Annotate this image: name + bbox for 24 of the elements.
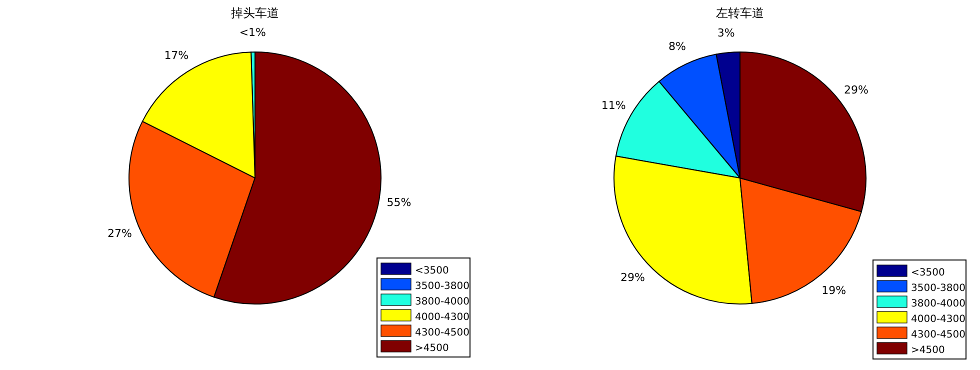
chart-title: 左转车道 (716, 6, 764, 20)
legend-label: >4500 (415, 343, 449, 354)
data-label: 8% (668, 40, 686, 54)
data-label: 29% (844, 84, 868, 97)
legend-label: 3800-4000 (911, 298, 966, 310)
legend-label: 3500-3800 (911, 283, 966, 294)
data-label: 17% (164, 48, 189, 62)
legend-label: >4500 (911, 345, 945, 356)
legend-label: 4300-4500 (415, 328, 470, 338)
legend-label: 3800-4000 (415, 296, 470, 308)
legend-label: 4000-4300 (415, 312, 470, 323)
legend-label: <3500 (911, 268, 945, 278)
legend-label: 3500-3800 (415, 281, 470, 292)
data-label: 29% (620, 271, 645, 284)
data-label: <1% (239, 26, 266, 40)
legend-label: 4000-4300 (911, 314, 966, 325)
data-label: 11% (601, 99, 626, 112)
chart-title: 掉头车道 (231, 6, 279, 20)
data-label: 27% (108, 227, 132, 240)
data-label: 55% (386, 196, 412, 210)
legend-label: <3500 (415, 266, 449, 276)
data-label: 3% (717, 26, 735, 40)
legend-label: 4300-4500 (911, 330, 966, 340)
data-label: 19% (822, 284, 846, 297)
